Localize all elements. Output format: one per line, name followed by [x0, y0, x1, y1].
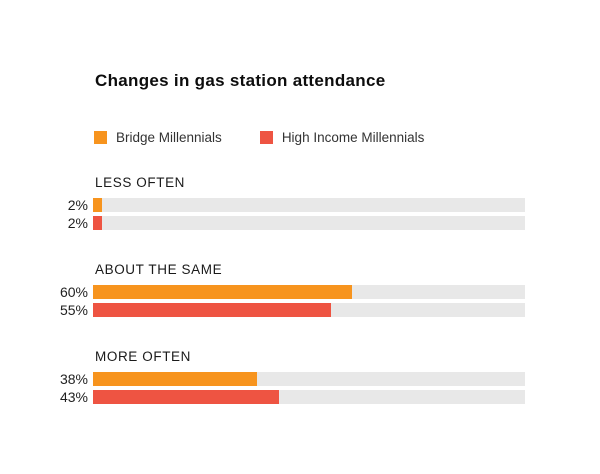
bar-track: [93, 216, 525, 230]
section-heading: LESS OFTEN: [95, 175, 186, 190]
legend-label-high-income-millennials: High Income Millennials: [281, 130, 425, 145]
section-about-the-same: ABOUT THE SAME 60% 55%: [0, 263, 600, 321]
bar-fill-high-income: [93, 390, 279, 404]
value-label: 2%: [67, 197, 88, 213]
legend-item-bridge-millennials: Bridge Millennials: [94, 130, 222, 145]
bar-row-bridge: 60%: [0, 285, 600, 299]
bar-fill-bridge: [93, 285, 353, 299]
value-label: 55%: [59, 302, 88, 318]
legend-item-high-income-millennials: High Income Millennials: [259, 130, 425, 145]
bar-fill-high-income: [93, 216, 102, 230]
section-heading: MORE OFTEN: [95, 349, 191, 364]
bar-row-high-income: 55%: [0, 303, 600, 317]
bar-row-high-income: 2%: [0, 216, 600, 230]
bar-track: [93, 390, 525, 404]
section-less-often: LESS OFTEN 2% 2%: [0, 176, 600, 234]
bar-track: [93, 303, 525, 317]
bar-track: [93, 285, 525, 299]
value-label: 38%: [59, 371, 88, 387]
legend-swatch-red-icon: [259, 131, 273, 144]
bar-fill-bridge: [93, 372, 258, 386]
section-heading: ABOUT THE SAME: [95, 262, 223, 277]
value-label: 60%: [59, 284, 88, 300]
bar-row-bridge: 38%: [0, 372, 600, 386]
chart-title: Changes in gas station attendance: [95, 71, 386, 90]
bar-fill-bridge: [93, 198, 102, 212]
bar-track: [93, 372, 525, 386]
legend-swatch-orange-icon: [94, 131, 107, 144]
bar-track: [93, 198, 525, 212]
bar-fill-high-income: [93, 303, 331, 317]
section-more-often: MORE OFTEN 38% 43%: [0, 350, 600, 408]
value-label: 2%: [67, 215, 88, 231]
bar-row-high-income: 43%: [0, 390, 600, 404]
value-label: 43%: [59, 389, 88, 405]
legend: Bridge Millennials High Income Millennia…: [94, 130, 424, 145]
legend-label-bridge-millennials: Bridge Millennials: [116, 130, 222, 145]
bar-row-bridge: 2%: [0, 198, 600, 212]
